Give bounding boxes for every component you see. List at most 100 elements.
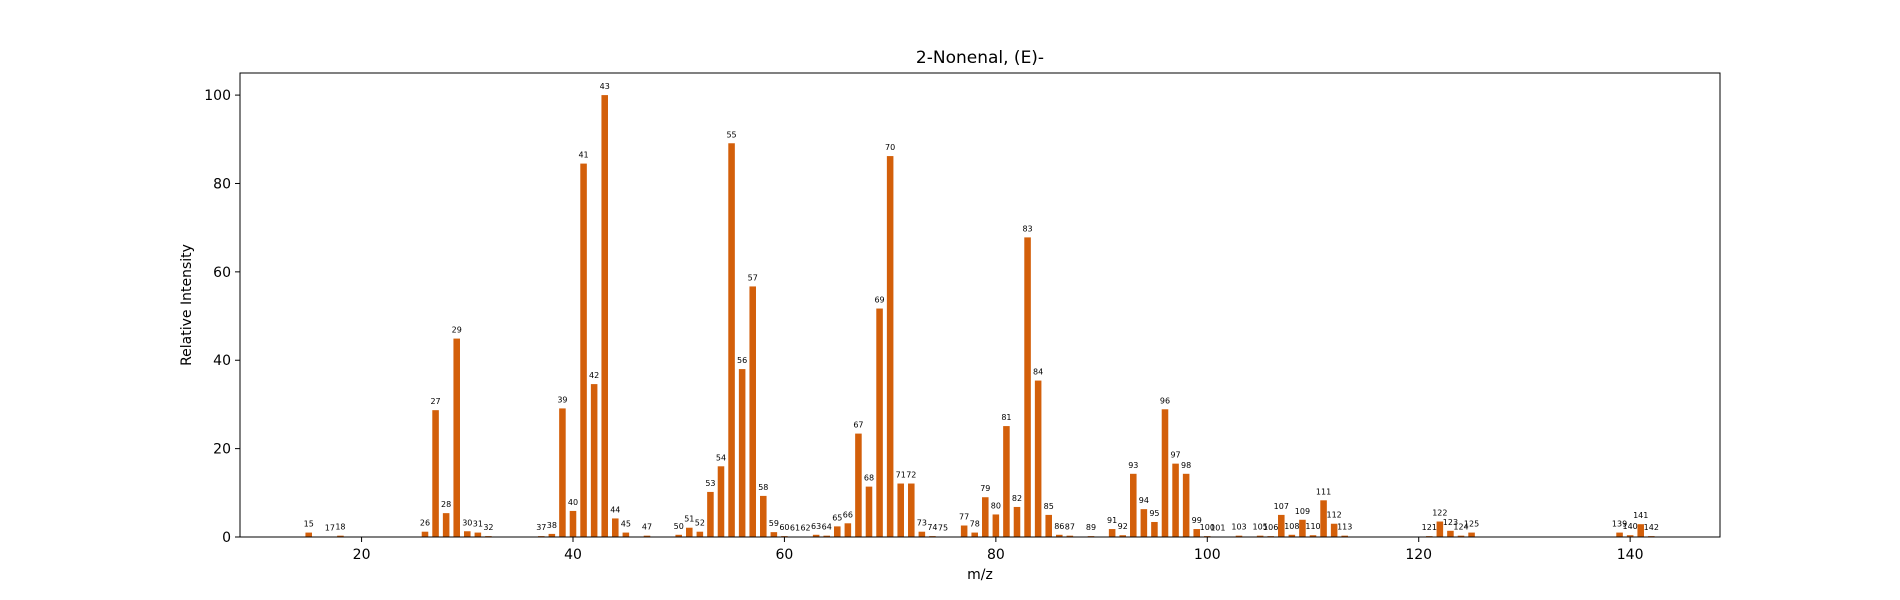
bar-mz-53 — [707, 491, 714, 537]
bar-series — [305, 95, 1655, 537]
x-axis-title: m/z — [967, 567, 993, 583]
bar-label-mz-142: 142 — [1644, 523, 1659, 532]
bar-mz-125 — [1468, 532, 1475, 537]
bar-mz-26 — [421, 531, 429, 537]
bar-mz-93 — [1130, 473, 1137, 537]
bar-label-mz-28: 28 — [441, 500, 451, 509]
bar-label-mz-69: 69 — [874, 296, 884, 305]
bar-label-mz-81: 81 — [1001, 413, 1011, 422]
x-tick-label-60: 60 — [776, 547, 794, 563]
bar-mz-44 — [612, 518, 619, 537]
bar-label-mz-93: 93 — [1128, 461, 1138, 470]
bar-label-mz-84: 84 — [1033, 368, 1043, 377]
bar-label-mz-113: 113 — [1337, 523, 1352, 532]
bar-label-mz-75: 75 — [938, 524, 948, 533]
bar-label-mz-77: 77 — [959, 513, 969, 522]
bar-mz-78 — [971, 532, 978, 537]
bar-mz-72 — [908, 483, 915, 537]
bar-label-mz-94: 94 — [1139, 496, 1149, 505]
bar-label-mz-39: 39 — [557, 395, 567, 404]
x-tick-label-120: 120 — [1405, 547, 1432, 563]
y-tick-label-80: 80 — [213, 176, 231, 192]
bar-label-mz-58: 58 — [758, 483, 768, 492]
x-tick-label-80: 80 — [987, 547, 1005, 563]
bar-label-mz-54: 54 — [716, 453, 726, 462]
bar-mz-52 — [696, 531, 704, 537]
bar-label-mz-85: 85 — [1044, 502, 1054, 511]
bar-mz-79 — [982, 497, 989, 537]
bar-label-mz-43: 43 — [600, 82, 610, 91]
chart-title: 2-Nonenal, (E)- — [916, 48, 1044, 68]
y-axis-title: Relative Intensity — [179, 244, 195, 366]
bar-mz-122 — [1436, 521, 1444, 537]
bar-label-mz-57: 57 — [748, 273, 758, 282]
bar-label-mz-140: 140 — [1622, 522, 1637, 531]
bar-label-mz-74: 74 — [927, 523, 937, 532]
bar-label-mz-40: 40 — [568, 498, 578, 507]
bar-mz-140 — [1626, 535, 1634, 537]
bar-label-mz-15: 15 — [304, 520, 314, 529]
bar-label-mz-63: 63 — [811, 522, 821, 531]
bar-mz-15 — [305, 532, 312, 537]
bar-label-mz-67: 67 — [853, 421, 863, 430]
bar-label-mz-112: 112 — [1326, 511, 1341, 520]
bar-mz-38 — [548, 533, 556, 537]
bar-label-mz-50: 50 — [674, 522, 684, 531]
bar-mz-40 — [569, 510, 577, 537]
bar-mz-124 — [1457, 535, 1465, 537]
bar-mz-58 — [760, 495, 767, 537]
bar-mz-18 — [337, 535, 344, 537]
bar-mz-112 — [1330, 523, 1338, 537]
bar-mz-105 — [1256, 535, 1264, 537]
bar-label-mz-124: 124 — [1453, 523, 1468, 532]
bar-label-mz-98: 98 — [1181, 461, 1191, 470]
bar-mz-69 — [876, 308, 883, 537]
bar-mz-77 — [960, 525, 968, 537]
bar-label-mz-68: 68 — [864, 474, 874, 483]
bar-label-mz-83: 83 — [1022, 224, 1032, 233]
bar-label-mz-101: 101 — [1210, 524, 1225, 533]
bar-label-mz-18: 18 — [335, 523, 345, 532]
bar-label-mz-29: 29 — [452, 326, 462, 335]
bar-mz-141 — [1637, 524, 1644, 537]
bar-mz-67 — [855, 433, 862, 537]
bar-mz-55 — [728, 143, 735, 537]
x-tick-label-20: 20 — [353, 547, 371, 563]
x-tick-label-40: 40 — [564, 547, 582, 563]
bar-label-mz-59: 59 — [769, 519, 779, 528]
bar-label-mz-122: 122 — [1432, 509, 1447, 518]
bar-mz-51 — [686, 527, 693, 537]
x-axis: 20 40 60 80 100 120 140 — [353, 537, 1644, 563]
bar-label-mz-110: 110 — [1305, 522, 1320, 531]
bar-label-mz-123: 123 — [1443, 518, 1458, 527]
bar-label-mz-61: 61 — [790, 524, 800, 533]
bar-mz-73 — [918, 531, 926, 537]
bar-mz-87 — [1066, 535, 1074, 537]
bar-label-mz-47: 47 — [642, 523, 652, 532]
bar-mz-94 — [1140, 509, 1148, 537]
bar-label-mz-32: 32 — [483, 523, 493, 532]
bar-label-mz-96: 96 — [1160, 396, 1170, 405]
bar-label-mz-71: 71 — [896, 471, 906, 480]
bar-mz-70 — [886, 156, 894, 537]
bar-mz-59 — [770, 532, 778, 537]
bar-mz-139 — [1616, 532, 1623, 537]
bar-mz-83 — [1024, 237, 1031, 537]
bar-mz-56 — [738, 369, 746, 537]
y-axis: 0 20 40 60 80 100 — [204, 88, 240, 546]
bar-label-mz-44: 44 — [610, 505, 620, 514]
bar-mz-107 — [1278, 514, 1285, 537]
bar-label-mz-73: 73 — [917, 519, 927, 528]
bar-mz-27 — [432, 410, 439, 537]
bar-mz-68 — [865, 486, 873, 537]
bar-mz-41 — [580, 163, 587, 537]
bar-mz-82 — [1013, 506, 1021, 537]
bar-label-mz-52: 52 — [695, 519, 705, 528]
bar-label-mz-26: 26 — [420, 519, 430, 528]
bar-label-mz-62: 62 — [800, 524, 810, 533]
bar-label-mz-51: 51 — [684, 515, 694, 524]
bar-mz-45 — [622, 532, 630, 537]
bar-label-mz-55: 55 — [726, 130, 736, 139]
